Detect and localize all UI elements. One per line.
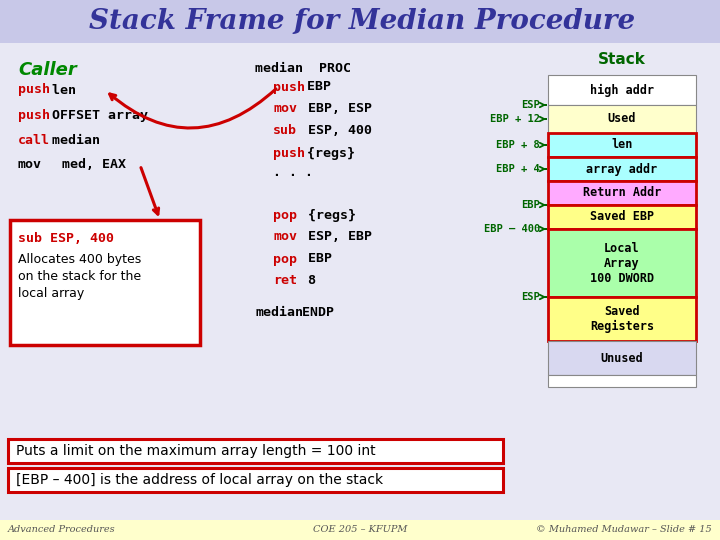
Text: local array: local array [18, 287, 84, 300]
Text: Caller: Caller [18, 61, 77, 79]
Text: COE 205 – KFUPM: COE 205 – KFUPM [312, 525, 408, 535]
Text: sub ESP, 400: sub ESP, 400 [18, 232, 114, 245]
Bar [548, 229, 696, 297]
Text: Saved EBP: Saved EBP [590, 211, 654, 224]
Text: OFFSET array: OFFSET array [44, 109, 148, 122]
Text: ret: ret [273, 274, 297, 287]
Text: push: push [18, 84, 50, 97]
Text: ESP: ESP [521, 292, 540, 302]
Text: © Muhamed Mudawar – Slide # 15: © Muhamed Mudawar – Slide # 15 [536, 525, 712, 535]
Text: ESP: ESP [521, 100, 540, 110]
Bar [548, 157, 696, 181]
Text: call: call [18, 133, 50, 146]
Text: median: median [44, 133, 100, 146]
Text: high addr: high addr [590, 84, 654, 97]
Text: 8: 8 [292, 274, 317, 287]
Bar [548, 133, 696, 157]
Text: on the stack for the: on the stack for the [18, 270, 141, 283]
Text: mov: mov [273, 103, 297, 116]
Text: EBP, ESP: EBP, ESP [292, 103, 372, 116]
FancyBboxPatch shape [0, 43, 720, 520]
Text: mov: mov [18, 159, 42, 172]
Text: mov: mov [273, 231, 297, 244]
Text: array addr: array addr [586, 163, 657, 176]
Text: Stack Frame for Median Procedure: Stack Frame for Median Procedure [89, 8, 635, 35]
Text: push: push [273, 80, 305, 93]
Bar [548, 105, 696, 133]
Text: Allocates 400 bytes: Allocates 400 bytes [18, 253, 141, 266]
Text: Advanced Procedures: Advanced Procedures [8, 525, 116, 535]
Bar [548, 205, 696, 229]
Text: Stack: Stack [598, 52, 646, 68]
Text: EBP + 12: EBP + 12 [490, 114, 540, 124]
Text: EBP: EBP [521, 200, 540, 210]
Text: [EBP – 400] is the address of local array on the stack: [EBP – 400] is the address of local arra… [16, 473, 383, 487]
Text: EBP + 4: EBP + 4 [496, 164, 540, 174]
FancyBboxPatch shape [8, 439, 503, 463]
Text: sub: sub [273, 125, 297, 138]
Text: EBP: EBP [299, 80, 331, 93]
Bar [548, 341, 696, 375]
Text: Return Addr: Return Addr [582, 186, 661, 199]
Text: ENDP: ENDP [294, 306, 334, 319]
Text: Puts a limit on the maximum array length = 100 int: Puts a limit on the maximum array length… [16, 444, 376, 458]
FancyBboxPatch shape [0, 0, 720, 43]
Text: med, EAX: med, EAX [37, 159, 125, 172]
Text: EBP: EBP [292, 253, 333, 266]
Text: len: len [44, 84, 76, 97]
Bar [548, 181, 696, 205]
Bar [548, 297, 696, 341]
Text: len: len [611, 138, 633, 152]
Text: Unused: Unused [600, 352, 644, 365]
Text: push: push [273, 146, 305, 159]
Text: . . .: . . . [273, 166, 313, 179]
Text: median  PROC: median PROC [255, 63, 351, 76]
Text: Saved
Registers: Saved Registers [590, 305, 654, 333]
Bar [548, 375, 696, 387]
FancyBboxPatch shape [10, 220, 200, 345]
Text: pop: pop [273, 208, 297, 221]
Text: Used: Used [608, 112, 636, 125]
FancyBboxPatch shape [8, 468, 503, 492]
FancyBboxPatch shape [0, 520, 720, 540]
Text: {regs}: {regs} [299, 146, 355, 159]
Text: median: median [255, 306, 303, 319]
Text: EBP + 8: EBP + 8 [496, 140, 540, 150]
Text: pop: pop [273, 253, 297, 266]
Text: Local
Array
100 DWORD: Local Array 100 DWORD [590, 241, 654, 285]
Text: EBP – 400: EBP – 400 [484, 224, 540, 234]
Text: ESP, 400: ESP, 400 [292, 125, 372, 138]
Bar [548, 75, 696, 105]
Text: ESP, EBP: ESP, EBP [292, 231, 372, 244]
Text: push: push [18, 109, 50, 122]
Text: {regs}: {regs} [292, 208, 356, 221]
